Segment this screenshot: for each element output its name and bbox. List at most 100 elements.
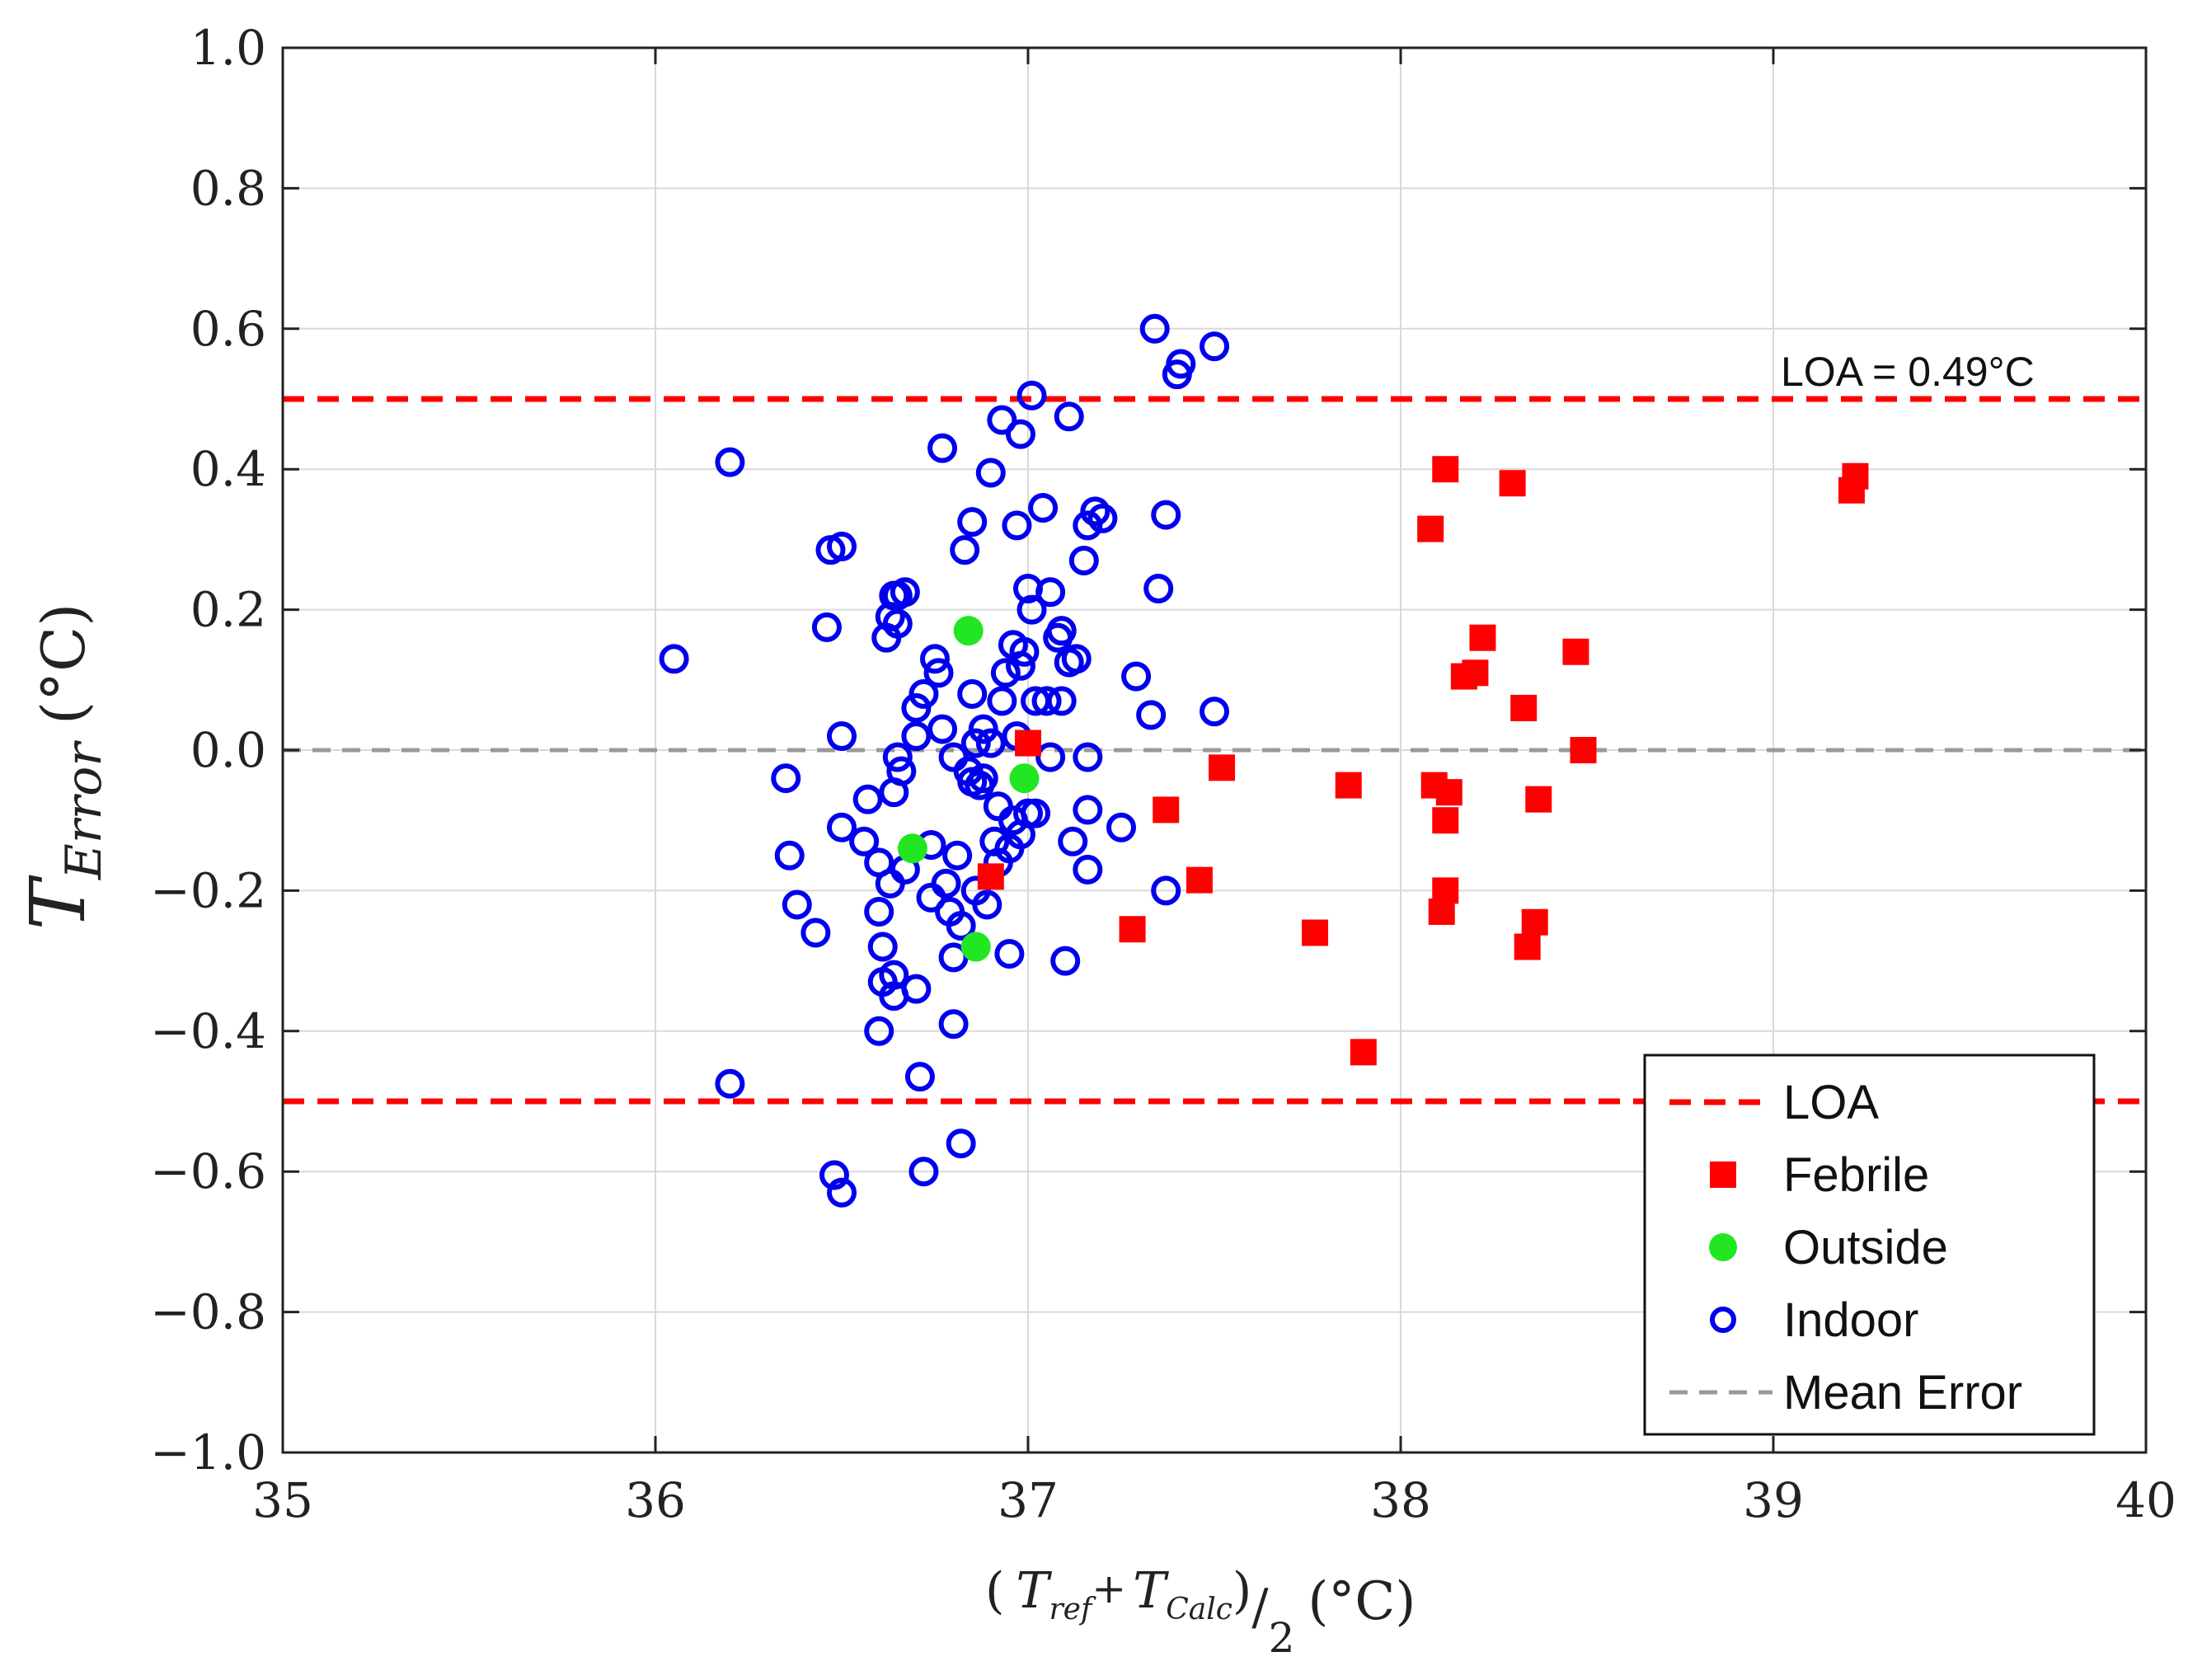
indoor-point xyxy=(1054,401,1084,432)
legend-swatches xyxy=(1669,1099,1772,1395)
x-label-t2: T xyxy=(1133,1562,1169,1620)
x-tick-label: 36 xyxy=(625,1472,686,1528)
febrile-point xyxy=(1521,908,1548,936)
febrile-point xyxy=(1562,638,1589,665)
indoor-point xyxy=(849,826,880,856)
y-tick-label: −1.0 xyxy=(150,1424,266,1481)
svg-text:(Tref+TCalc)/2(°C): (Tref+ TCalc)/2(°C) xyxy=(985,1562,1416,1662)
indoor-point xyxy=(1151,500,1181,530)
loa-annotation: LOA = 0.49°C xyxy=(1781,349,2035,395)
x-tick-label: 35 xyxy=(252,1472,313,1528)
indoor-point xyxy=(782,889,812,920)
legend-label-loa: LOA xyxy=(1783,1076,1879,1129)
febrile-point xyxy=(1302,919,1329,946)
indoor-point xyxy=(1200,697,1229,727)
indoor-point xyxy=(1017,380,1047,411)
indoor-point xyxy=(946,911,976,941)
indoor-point xyxy=(927,433,958,463)
indoor-point xyxy=(827,812,857,842)
febrile-point xyxy=(1514,933,1541,960)
indoor-point xyxy=(1106,812,1136,842)
febrile-point xyxy=(977,863,1004,890)
indoor-point xyxy=(901,974,932,1004)
febrile-point xyxy=(1499,470,1526,497)
febrile-point xyxy=(1186,866,1213,894)
indoor-point xyxy=(1073,742,1103,772)
indoor-point xyxy=(931,868,961,899)
y-label-unit: (°C) xyxy=(29,603,98,725)
indoor-point xyxy=(990,658,1021,688)
febrile-point xyxy=(1119,916,1146,943)
febrile-point xyxy=(1432,877,1459,904)
outside-point xyxy=(1009,763,1040,794)
outside-point xyxy=(960,932,991,962)
indoor-point xyxy=(1061,644,1092,674)
indoor-point xyxy=(1005,650,1035,681)
indoor-point xyxy=(979,826,1010,856)
x-label-unit: (°C) xyxy=(1308,1571,1416,1632)
indoor-point xyxy=(879,960,909,990)
indoor-point xyxy=(909,1157,939,1187)
febrile-point xyxy=(1570,737,1597,763)
indoor-point xyxy=(938,1009,969,1039)
febrile-point xyxy=(1435,779,1463,806)
x-label-t1: T xyxy=(1016,1562,1052,1620)
x-label-s2: Calc xyxy=(1166,1593,1233,1626)
indoor-point xyxy=(1035,577,1066,608)
y-tick-label: 0.6 xyxy=(190,301,266,357)
indoor-point xyxy=(942,840,973,871)
legend: LOA Febrile Outside Indoor Mean Error xyxy=(1643,1054,2096,1436)
y-tick-label: −0.2 xyxy=(150,862,266,918)
indoor-point xyxy=(987,686,1017,716)
y-tick-label: 0.8 xyxy=(190,160,266,216)
indoor-point xyxy=(994,939,1025,969)
indoor-point xyxy=(827,1177,857,1208)
indoor-point xyxy=(882,608,913,639)
legend-box xyxy=(1643,1054,2096,1436)
febrile-point xyxy=(1153,796,1180,824)
indoor-point xyxy=(1143,574,1174,604)
legend-label-indoor: Indoor xyxy=(1783,1293,1918,1347)
x-tick-label: 40 xyxy=(2115,1472,2176,1528)
data-points xyxy=(659,313,1869,1208)
indoor-point xyxy=(957,678,988,709)
indoor-point xyxy=(882,742,913,772)
indoor-point xyxy=(1200,331,1229,362)
febrile-point xyxy=(1510,694,1538,721)
indoor-point xyxy=(1139,313,1170,344)
indoor-point xyxy=(927,714,958,744)
y-tick-label: 1.0 xyxy=(190,20,266,76)
y-tick-label: 0.4 xyxy=(190,441,266,497)
y-label-t: T xyxy=(14,875,102,930)
indoor-point xyxy=(1035,742,1066,772)
indoor-point xyxy=(867,932,898,962)
x-tick-label: 38 xyxy=(1370,1472,1431,1528)
indoor-point xyxy=(960,728,991,758)
indoor-point xyxy=(987,405,1017,435)
indoor-point xyxy=(1017,594,1047,625)
legend-swatch-dot xyxy=(1709,1233,1737,1261)
febrile-point xyxy=(1842,462,1869,490)
indoor-point xyxy=(1087,503,1118,533)
indoor-point xyxy=(909,678,939,709)
indoor-point xyxy=(801,917,831,948)
febrile-point xyxy=(1432,807,1459,834)
febrile-point xyxy=(1432,456,1459,483)
indoor-point xyxy=(1046,616,1077,646)
indoor-point xyxy=(827,531,857,561)
y-tick-label: 0.2 xyxy=(190,582,266,638)
febrile-point xyxy=(1335,772,1362,799)
axis-ticks: 35 36 37 38 39 40 1.0 0.8 0.6 0.4 0.2 0.0 −0.2 −0.4 −0… xyxy=(150,20,2176,1528)
indoor-point xyxy=(975,728,1006,758)
indoor-point xyxy=(968,714,998,744)
indoor-point xyxy=(968,763,998,794)
indoor-point xyxy=(771,763,801,794)
x-tick-label: 39 xyxy=(1743,1472,1804,1528)
legend-swatch-square xyxy=(1710,1161,1736,1188)
svg-text:TError(°C): TError (°C) xyxy=(14,603,113,931)
indoor-point xyxy=(901,692,932,723)
indoor-point xyxy=(946,1129,976,1159)
indoor-point xyxy=(864,896,894,927)
y-tick-label: −0.8 xyxy=(150,1284,266,1340)
indoor-point xyxy=(1121,661,1152,692)
